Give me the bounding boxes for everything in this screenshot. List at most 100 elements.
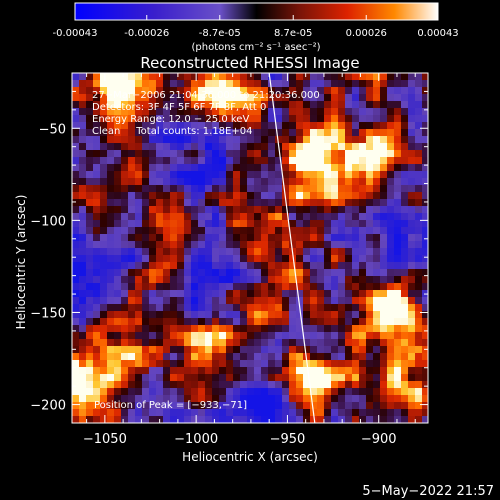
heatmap-cell	[177, 227, 185, 235]
heatmap-cell	[387, 311, 395, 319]
heatmap-cell	[303, 388, 311, 396]
heatmap-cell	[317, 122, 325, 130]
heatmap-cell	[408, 129, 416, 137]
heatmap-cell	[331, 234, 339, 242]
heatmap-cell	[303, 234, 311, 242]
heatmap-cell	[324, 388, 332, 396]
heatmap-cell	[198, 311, 206, 319]
heatmap-cell	[107, 213, 115, 221]
heatmap-cell	[93, 143, 101, 151]
heatmap-cell	[282, 164, 290, 172]
heatmap-cell	[163, 297, 171, 305]
heatmap-cell	[177, 276, 185, 284]
heatmap-cell	[191, 339, 199, 347]
heatmap-cell	[121, 115, 129, 123]
heatmap-cell	[184, 164, 192, 172]
heatmap-cell	[338, 122, 346, 130]
heatmap-cell	[226, 374, 234, 382]
heatmap-cell	[79, 248, 87, 256]
heatmap-cell	[415, 353, 423, 361]
heatmap-cell	[170, 73, 178, 81]
heatmap-cell	[86, 311, 94, 319]
heatmap-cell	[128, 115, 136, 123]
heatmap-cell	[289, 269, 297, 277]
heatmap-cell	[149, 255, 157, 263]
heatmap-cell	[317, 339, 325, 347]
heatmap-cell	[401, 297, 409, 305]
heatmap-cell	[198, 255, 206, 263]
heatmap-cell	[345, 234, 353, 242]
heatmap-cell	[359, 94, 367, 102]
heatmap-cell	[86, 220, 94, 228]
heatmap-cell	[198, 101, 206, 109]
heatmap-cell	[93, 192, 101, 200]
heatmap-cell	[233, 374, 241, 382]
heatmap-cell	[219, 136, 227, 144]
heatmap-cell	[394, 199, 402, 207]
heatmap-cell	[331, 255, 339, 263]
heatmap-cell	[380, 346, 388, 354]
heatmap-cell	[121, 192, 129, 200]
heatmap-cell	[156, 227, 164, 235]
heatmap-cell	[352, 304, 360, 312]
heatmap-cell	[177, 269, 185, 277]
heatmap-cell	[233, 262, 241, 270]
heatmap-cell	[422, 157, 428, 165]
heatmap-cell	[380, 248, 388, 256]
heatmap-cell	[415, 80, 423, 88]
heatmap-cell	[93, 199, 101, 207]
heatmap-cell	[261, 171, 269, 179]
heatmap-cell	[149, 80, 157, 88]
heatmap-cell	[219, 325, 227, 333]
heatmap-cell	[191, 262, 199, 270]
heatmap-cell	[142, 374, 150, 382]
heatmap-cell	[114, 346, 122, 354]
heatmap-cell	[387, 73, 395, 81]
heatmap-cell	[86, 381, 94, 389]
heatmap-cell	[331, 73, 339, 81]
heatmap-cell	[128, 269, 136, 277]
heatmap-cell	[135, 388, 143, 396]
heatmap-cell	[114, 311, 122, 319]
heatmap-cell	[142, 94, 150, 102]
heatmap-cell	[254, 416, 262, 423]
heatmap-cell	[93, 241, 101, 249]
heatmap-cell	[366, 311, 374, 319]
heatmap-cell	[387, 283, 395, 291]
heatmap-cell	[296, 241, 304, 249]
heatmap-cell	[303, 115, 311, 123]
heatmap-cell	[121, 255, 129, 263]
heatmap-cell	[275, 374, 283, 382]
heatmap-cell	[191, 241, 199, 249]
heatmap-cell	[114, 164, 122, 172]
heatmap-cell	[212, 304, 220, 312]
heatmap-cell	[198, 234, 206, 242]
heatmap-cell	[149, 395, 157, 403]
heatmap-cell	[324, 402, 332, 410]
heatmap-cell	[282, 395, 290, 403]
heatmap-cell	[317, 87, 325, 95]
heatmap-cell	[415, 87, 423, 95]
heatmap-cell	[359, 150, 367, 158]
heatmap-cell	[219, 381, 227, 389]
heatmap-cell	[359, 304, 367, 312]
heatmap-cell	[373, 87, 381, 95]
heatmap-cell	[366, 213, 374, 221]
heatmap-cell	[156, 311, 164, 319]
heatmap-cell	[268, 318, 276, 326]
heatmap-cell	[184, 192, 192, 200]
heatmap-cell	[72, 122, 80, 130]
heatmap-cell	[191, 367, 199, 375]
heatmap-cell	[394, 276, 402, 284]
heatmap-cell	[268, 395, 276, 403]
heatmap-cell	[289, 276, 297, 284]
heatmap-cell	[422, 311, 428, 319]
heatmap-cell	[198, 80, 206, 88]
heatmap-cell	[415, 367, 423, 375]
heatmap-cell	[170, 395, 178, 403]
heatmap-cell	[142, 108, 150, 116]
heatmap-image	[72, 73, 428, 423]
heatmap-cell	[191, 73, 199, 81]
heatmap-cell	[191, 360, 199, 368]
heatmap-cell	[226, 255, 234, 263]
